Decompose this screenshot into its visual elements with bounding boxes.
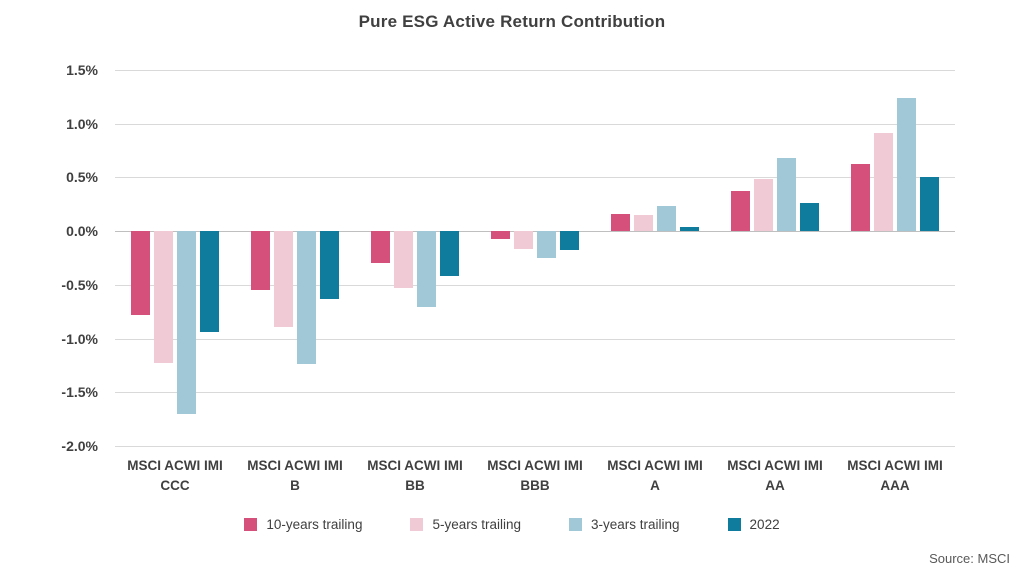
gridline — [115, 177, 955, 179]
x-category-label-ccc: MSCI ACWI IMI CCC — [127, 456, 223, 495]
source-note: Source: MSCI — [929, 551, 1010, 566]
bar-aa-3-years-trailing — [777, 158, 796, 232]
gridline — [115, 123, 955, 125]
x-category-line2: BBB — [520, 477, 550, 493]
x-category-label-aaa: MSCI ACWI IMI AAA — [847, 456, 943, 495]
legend-label: 3-years trailing — [591, 517, 680, 532]
bar-aa-10-years-trailing — [731, 191, 750, 232]
legend-item-3-years-trailing: 3-years trailing — [569, 517, 680, 532]
y-tick-label: 0.5% — [66, 169, 98, 186]
bar-ccc-10-years-trailing — [131, 231, 150, 315]
x-category-line2: B — [290, 477, 300, 493]
legend-label: 10-years trailing — [266, 517, 363, 532]
x-category-label-a: MSCI ACWI IMI A — [607, 456, 703, 495]
legend-swatch-3-years-trailing — [569, 518, 582, 531]
bar-a-5-years-trailing — [634, 215, 653, 232]
x-category-label-b: MSCI ACWI IMI B — [247, 456, 343, 495]
bar-aaa-2022 — [920, 177, 939, 232]
bar-bb-3-years-trailing — [417, 231, 436, 308]
x-category-line2: AA — [765, 477, 785, 493]
bar-aa-5-years-trailing — [754, 178, 773, 232]
bar-ccc-3-years-trailing — [177, 231, 196, 414]
x-category-line1: MSCI ACWI IMI — [847, 458, 943, 473]
x-category-line1: MSCI ACWI IMI — [727, 458, 823, 473]
bar-ccc-5-years-trailing — [154, 231, 173, 364]
legend-item-2022: 2022 — [727, 517, 780, 532]
x-axis: MSCI ACWI IMI CCC MSCI ACWI IMI B MSCI ACWI … — [115, 456, 955, 500]
legend-label: 5-years trailing — [432, 517, 521, 532]
y-tick-label: -1.5% — [61, 384, 98, 401]
y-tick-label: -1.0% — [61, 330, 98, 347]
x-category-label-aa: MSCI ACWI IMI AA — [727, 456, 823, 495]
y-tick-label: 1.0% — [66, 115, 98, 132]
legend-item-10-years-trailing: 10-years trailing — [244, 517, 362, 532]
legend-swatch-10-years-trailing — [244, 518, 258, 531]
legend-label: 2022 — [749, 517, 780, 532]
bar-aaa-3-years-trailing — [897, 97, 916, 232]
x-category-line2: CCC — [160, 477, 190, 493]
legend-item-5-years-trailing: 5-years trailing — [410, 517, 521, 532]
bar-a-2022 — [680, 226, 699, 232]
bar-bb-5-years-trailing — [394, 231, 413, 288]
bar-aa-2022 — [800, 203, 819, 232]
bar-b-3-years-trailing — [297, 231, 316, 365]
gridline — [115, 446, 955, 447]
bar-bb-2022 — [440, 231, 459, 277]
bar-bbb-10-years-trailing — [491, 231, 510, 239]
bar-a-10-years-trailing — [611, 214, 630, 232]
x-category-line2: A — [650, 477, 660, 493]
bar-aaa-5-years-trailing — [874, 133, 893, 232]
bar-bbb-5-years-trailing — [514, 231, 533, 250]
x-category-line2: AAA — [880, 477, 910, 493]
bar-bb-10-years-trailing — [371, 231, 390, 264]
y-tick-label: 0.0% — [66, 223, 98, 240]
legend-swatch-2022 — [727, 518, 741, 531]
chart-title: Pure ESG Active Return Contribution — [358, 12, 666, 31]
legend: 10-years trailing 5-years trailing 3-years… — [0, 517, 1024, 532]
y-tick-label: -2.0% — [61, 438, 98, 454]
gridline — [115, 338, 955, 340]
x-category-line1: MSCI ACWI IMI — [127, 458, 223, 473]
y-axis: 1.5% 1.0% 0.5% 0.0% -0.5% -1.0% -1.5% -2.0% — [0, 62, 106, 454]
y-tick-label: 1.5% — [66, 62, 98, 78]
x-category-line2: BB — [405, 477, 425, 493]
bar-b-5-years-trailing — [274, 231, 293, 327]
legend-swatch-5-years-trailing — [410, 518, 424, 531]
bar-ccc-2022 — [200, 231, 219, 333]
bar-a-3-years-trailing — [657, 206, 676, 232]
x-category-label-bb: MSCI ACWI IMI BB — [367, 456, 463, 495]
gridline — [115, 392, 955, 394]
x-category-line1: MSCI ACWI IMI — [247, 458, 343, 473]
bar-bbb-3-years-trailing — [537, 231, 556, 258]
x-category-line1: MSCI ACWI IMI — [487, 458, 583, 473]
zero-gridline — [115, 231, 955, 233]
bar-b-10-years-trailing — [251, 231, 270, 291]
bar-b-2022 — [320, 231, 339, 299]
gridline — [115, 284, 955, 286]
x-category-line1: MSCI ACWI IMI — [367, 458, 463, 473]
x-category-line1: MSCI ACWI IMI — [607, 458, 703, 473]
x-category-label-bbb: MSCI ACWI IMI BBB — [487, 456, 583, 495]
y-tick-label: -0.5% — [61, 276, 98, 293]
plot-area — [115, 70, 955, 447]
bar-bbb-2022 — [560, 231, 579, 251]
bar-aaa-10-years-trailing — [851, 163, 870, 232]
gridline — [115, 70, 955, 71]
